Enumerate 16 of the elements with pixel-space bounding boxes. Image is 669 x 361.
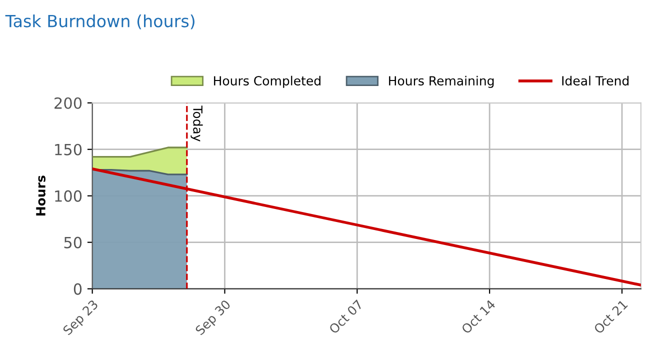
ref-line-label: Today (190, 106, 203, 142)
chart-title: Task Burndown (hours) (5, 14, 194, 30)
y-tick-label: 200 (54, 97, 82, 109)
y-tick-label: 50 (64, 236, 82, 248)
y-tick-label: 0 (74, 283, 82, 295)
legend-label: Ideal Trend (562, 76, 629, 86)
y-axis-title: Hours (36, 176, 46, 216)
legend-label: Hours Remaining (389, 76, 494, 88)
x-tick-label: Sep 23 (62, 299, 100, 338)
x-tick-label: Oct 21 (593, 299, 628, 334)
y-tick-label: 100 (55, 190, 82, 202)
x-tick-label: Oct 07 (328, 299, 364, 334)
x-tick-label: Sep 30 (194, 299, 233, 338)
legend-label: Hours Completed (214, 76, 320, 88)
y-tick-label: 150 (55, 144, 82, 156)
x-tick-label: Oct 14 (460, 299, 496, 334)
